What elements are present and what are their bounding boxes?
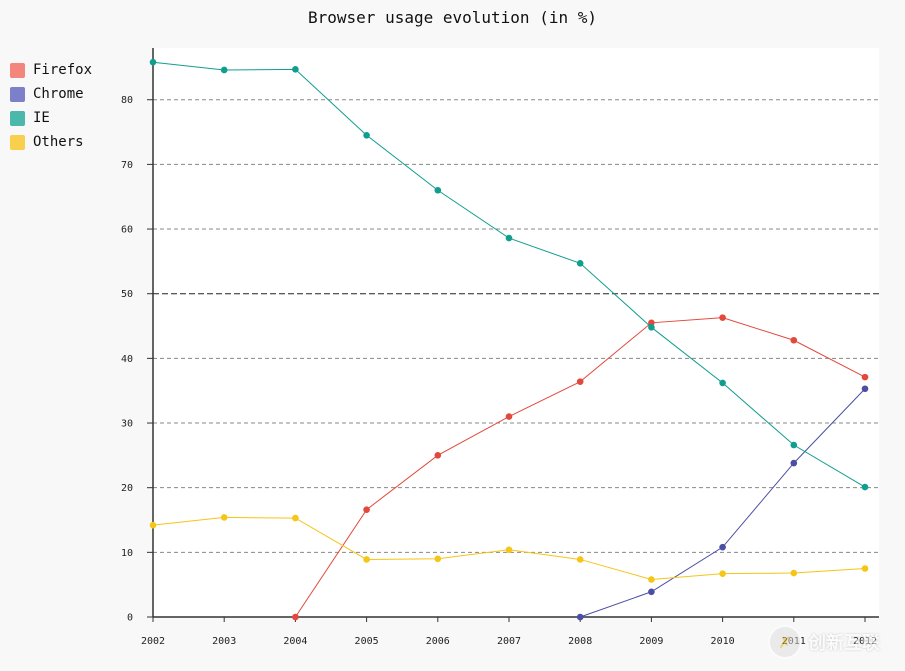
data-point-chrome-2012: [861, 385, 869, 393]
data-point-ie-2003: [220, 66, 228, 74]
data-point-others-2006: [434, 555, 442, 563]
legend-label-others: Others: [33, 134, 84, 150]
data-point-others-2009: [648, 576, 655, 583]
legend-item-chrome[interactable]: Chrome: [10, 82, 120, 106]
data-point-ie-2007: [505, 234, 513, 242]
y-tick-label-10: 10: [121, 548, 133, 559]
data-point-others-2011: [790, 569, 798, 577]
y-tick-label-30: 30: [121, 419, 133, 430]
x-tick-label-2006: 2006: [426, 636, 450, 647]
x-tick-label-2008: 2008: [568, 636, 592, 647]
data-point-ie-2011: [790, 441, 798, 449]
data-point-others-2005: [363, 556, 370, 563]
x-tick-label-2003: 2003: [212, 636, 236, 647]
data-point-firefox-2004: [292, 613, 299, 621]
data-point-ie-2005: [363, 131, 370, 139]
y-tick-label-60: 60: [121, 225, 133, 236]
data-point-firefox-2008: [576, 378, 584, 385]
y-tick-label-50: 50: [121, 289, 133, 300]
data-point-ie-2004: [292, 66, 299, 73]
x-tick-label-2002: 2002: [141, 636, 165, 647]
legend: Firefox Chrome IE Others: [10, 58, 120, 154]
data-point-firefox-2005: [363, 506, 370, 513]
legend-label-firefox: Firefox: [33, 62, 93, 78]
data-point-ie-2012: [861, 483, 869, 491]
legend-label-chrome: Chrome: [33, 86, 84, 102]
data-point-chrome-2010: [719, 543, 726, 551]
data-point-others-2004: [292, 514, 299, 522]
watermark: ✗ 创新互联: [768, 625, 898, 659]
data-point-others-2012: [861, 565, 869, 572]
data-point-others-2007: [505, 546, 513, 554]
data-point-ie-2006: [434, 186, 442, 194]
x-tick-label-2010: 2010: [711, 636, 735, 647]
x-tick-label-2012: 2012: [853, 636, 877, 647]
x-tick-label-2005: 2005: [355, 636, 379, 647]
legend-item-ie[interactable]: IE: [10, 106, 120, 130]
legend-swatch-firefox: [10, 62, 25, 78]
chart-title: Browser usage evolution (in %): [308, 8, 597, 27]
data-point-firefox-2007: [505, 413, 513, 420]
data-point-others-2003: [220, 514, 228, 521]
y-tick-label-0: 0: [127, 613, 133, 624]
legend-item-firefox[interactable]: Firefox: [10, 58, 120, 82]
legend-swatch-others: [10, 134, 25, 150]
y-tick-label-40: 40: [121, 354, 133, 365]
data-point-ie-2009: [648, 324, 655, 331]
legend-item-others[interactable]: Others: [10, 130, 120, 154]
x-tick-label-2007: 2007: [497, 636, 521, 647]
data-point-ie-2010: [719, 379, 726, 387]
legend-swatch-ie: [10, 110, 25, 126]
x-tick-label-2009: 2009: [639, 636, 663, 647]
plot-background: [153, 48, 879, 617]
x-tick-label-2004: 2004: [283, 636, 307, 647]
data-point-others-2010: [719, 570, 726, 577]
data-point-others-2008: [576, 556, 584, 563]
y-tick-label-80: 80: [121, 95, 133, 106]
data-point-chrome-2011: [790, 459, 798, 467]
data-point-firefox-2009: [648, 319, 655, 327]
data-point-chrome-2009: [648, 588, 655, 596]
y-tick-label-20: 20: [121, 483, 133, 494]
data-point-firefox-2010: [719, 314, 726, 321]
legend-swatch-chrome: [10, 86, 25, 102]
data-point-firefox-2012: [861, 373, 869, 381]
data-point-chrome-2008: [576, 613, 584, 621]
data-point-ie-2008: [576, 260, 584, 267]
data-point-others-2002: [149, 521, 157, 529]
data-point-ie-2002: [149, 58, 157, 66]
legend-label-ie: IE: [33, 110, 50, 126]
data-point-firefox-2011: [790, 336, 798, 344]
watermark-text: 创新互联: [808, 633, 880, 654]
y-tick-label-70: 70: [121, 160, 133, 171]
watermark-logo-icon: ✗: [768, 625, 802, 659]
data-point-firefox-2006: [434, 452, 442, 459]
